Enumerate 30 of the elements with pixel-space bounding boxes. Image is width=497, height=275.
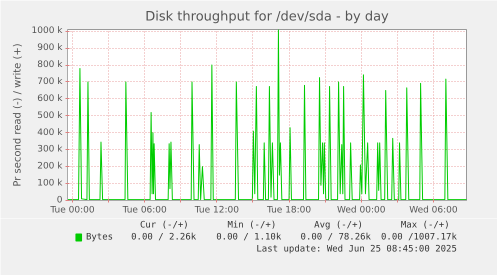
y-tick-label: 1000 k (32, 26, 64, 36)
legend-label: Bytes (86, 232, 114, 242)
y-tick-label: 900 k (37, 43, 64, 54)
x-tick-label: Tue 18:00 (266, 206, 312, 216)
text: 0.00 / 2.26k (131, 232, 197, 242)
y-tick-label: 700 k (37, 76, 64, 87)
text: Max (-/+) (400, 220, 450, 230)
y-tick-label: 800 k (37, 60, 64, 70)
y-tick-label: 200 k (37, 162, 64, 172)
y-tick-label: 500 k (37, 110, 64, 121)
x-tick-label: Wed 00:00 (337, 206, 386, 216)
y-tick-label: 100 k (37, 178, 64, 189)
text: Last update: Wed Jun 25 08:45:00 2025 (256, 244, 457, 254)
text: 0.00 / 78.26k (300, 232, 372, 242)
y-tick-label: 300 k (37, 144, 64, 155)
x-tick-label: Tue 00:00 (49, 206, 95, 216)
x-tick-label: Tue 12:00 (194, 206, 240, 216)
y-tick-label: 400 k (37, 128, 64, 138)
x-tick-label: Tue 06:00 (122, 206, 168, 216)
text: Cur (-/+) (140, 220, 189, 230)
x-tick-label: Wed 06:00 (409, 206, 458, 216)
chart-title: Disk throughput for /dev/sda - by day (145, 10, 390, 24)
y-axis-title: Pr second read (-) / write (+) (12, 43, 24, 187)
line-series (68, 30, 466, 200)
text: 0.00 / 1.10k (216, 232, 282, 242)
y-tick-label: 0 (56, 196, 63, 206)
text: Min (-/+) (227, 220, 276, 230)
y-tick-label: 600 k (37, 94, 64, 104)
text: Avg (-/+) (314, 220, 363, 230)
text: 0.00 /1007.17k (381, 232, 458, 242)
